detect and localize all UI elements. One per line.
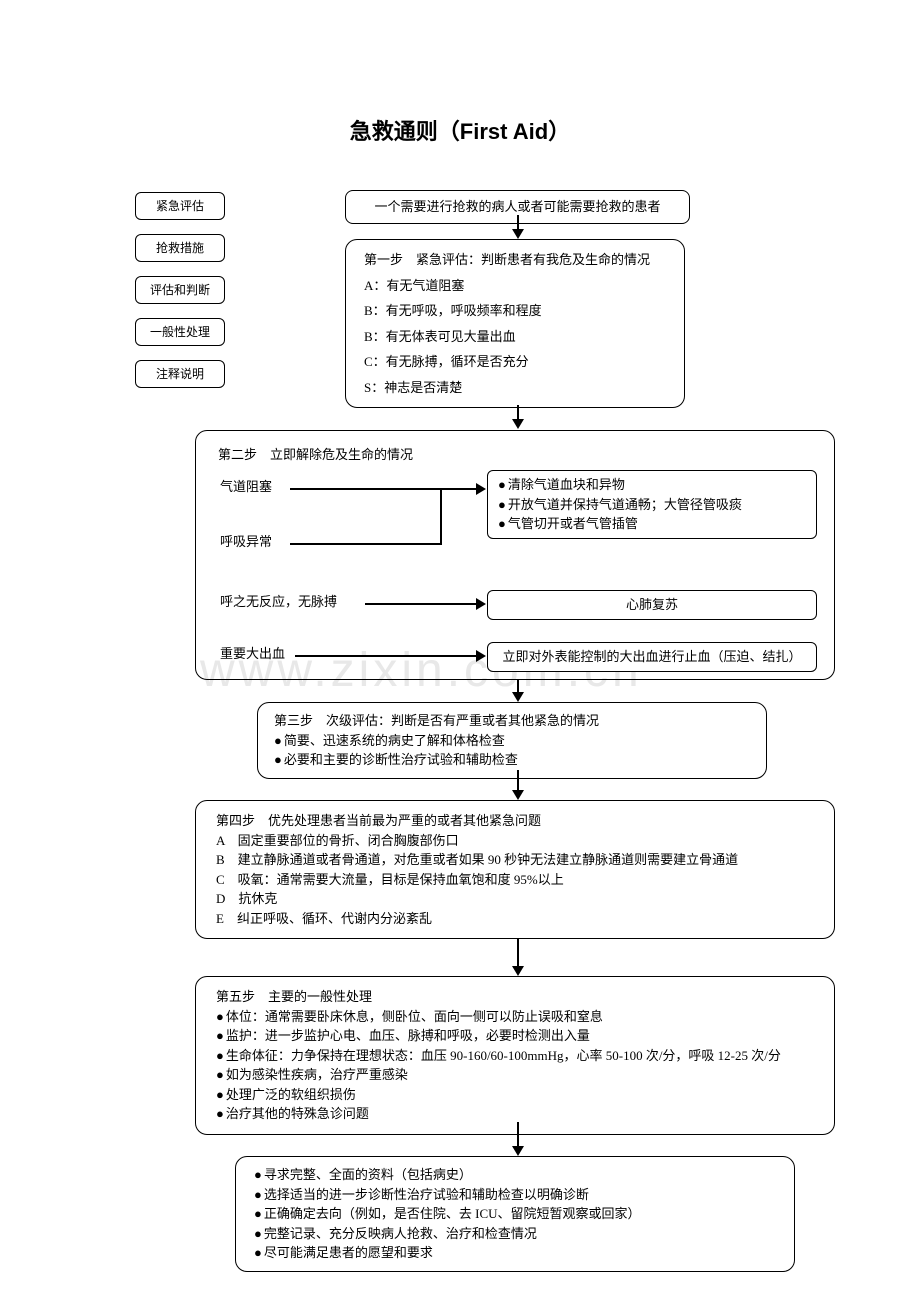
list-item: 开放气道并保持气道通畅；大管径管吸痰 [498, 495, 806, 515]
step1-box: 第一步 紧急评估：判断患者有我危及生命的情况 A：有无气道阻塞 B：有无呼吸，呼… [345, 239, 685, 408]
step1-b1: B：有无呼吸，呼吸频率和程度 [364, 301, 666, 321]
step2-airway-label: 气道阻塞 [220, 477, 272, 497]
step1-b2: B：有无体表可见大量出血 [364, 327, 666, 347]
step4-box: 第四步 优先处理患者当前最为严重的或者其他紧急问题 A 固定重要部位的骨折、闭合… [195, 800, 835, 939]
legend-item-eval-judge: 评估和判断 [135, 276, 225, 304]
legend-item-general: 一般性处理 [135, 318, 225, 346]
final-box: 寻求完整、全面的资料（包括病史） 选择适当的进一步诊断性治疗试验和辅助检查以明确… [235, 1156, 795, 1272]
arrow-head-icon [476, 650, 486, 662]
step1-c: C：有无脉搏，循环是否充分 [364, 352, 666, 372]
arrow-line [517, 938, 519, 968]
list-item: 体位：通常需要卧床休息，侧卧位、面向一侧可以防止误吸和窒息 [216, 1007, 814, 1027]
arrow-line [290, 543, 440, 545]
step5-box: 第五步 主要的一般性处理 体位：通常需要卧床休息，侧卧位、面向一侧可以防止误吸和… [195, 976, 835, 1135]
step4-title: 第四步 优先处理患者当前最为严重的或者其他紧急问题 [216, 811, 814, 831]
legend-item-notes: 注释说明 [135, 360, 225, 388]
step2-pulse-label: 呼之无反应，无脉搏 [220, 592, 337, 612]
list-item: 必要和主要的诊断性治疗试验和辅助检查 [274, 750, 750, 770]
step2-cpr-box: 心肺复苏 [487, 590, 817, 620]
step1-s: S：神志是否清楚 [364, 378, 666, 398]
list-item: 监护：进一步监护心电、血压、脉搏和呼吸，必要时检测出入量 [216, 1026, 814, 1046]
arrow-line [295, 655, 478, 657]
arrow-line [517, 1122, 519, 1148]
arrow-head-icon [512, 966, 524, 976]
page: 急救通则（First Aid） www.zixin.com.cn 紧急评估 抢救… [0, 0, 920, 1303]
list-item: 治疗其他的特殊急诊问题 [216, 1104, 814, 1124]
legend-item-rescue: 抢救措施 [135, 234, 225, 262]
list-item: 处理广泛的软组织损伤 [216, 1085, 814, 1105]
arrow-line [440, 488, 442, 545]
arrow-line [290, 488, 478, 490]
step1-title: 第一步 紧急评估：判断患者有我危及生命的情况 [364, 250, 666, 270]
list-item: 完整记录、充分反映病人抢救、治疗和检查情况 [254, 1224, 776, 1244]
list-item: 清除气道血块和异物 [498, 475, 806, 495]
step4-a: A 固定重要部位的骨折、闭合胸腹部伤口 [216, 831, 814, 851]
arrow-head-icon [512, 692, 524, 702]
arrow-head-icon [512, 790, 524, 800]
list-item: 正确确定去向（例如，是否住院、去 ICU、留院短暂观察或回家） [254, 1204, 776, 1224]
arrow-head-icon [512, 229, 524, 239]
step5-title: 第五步 主要的一般性处理 [216, 987, 814, 1007]
step4-e: E 纠正呼吸、循环、代谢内分泌紊乱 [216, 909, 814, 929]
step4-c: C 吸氧：通常需要大流量，目标是保持血氧饱和度 95%以上 [216, 870, 814, 890]
list-item: 气管切开或者气管插管 [498, 514, 806, 534]
legend: 紧急评估 抢救措施 评估和判断 一般性处理 注释说明 [135, 192, 225, 388]
step1-a: A：有无气道阻塞 [364, 276, 666, 296]
list-item: 生命体征：力争保持在理想状态：血压 90-160/60-100mmHg，心率 5… [216, 1046, 814, 1066]
arrow-line [517, 770, 519, 792]
step2-airway-actions: 清除气道血块和异物 开放气道并保持气道通畅；大管径管吸痰 气管切开或者气管插管 [487, 470, 817, 539]
list-item: 简要、迅速系统的病史了解和体格检查 [274, 731, 750, 751]
list-item: 如为感染性疾病，治疗严重感染 [216, 1065, 814, 1085]
step4-d: D 抗休克 [216, 889, 814, 909]
legend-item-emergency-assess: 紧急评估 [135, 192, 225, 220]
arrow-head-icon [512, 419, 524, 429]
step3-box: 第三步 次级评估：判断是否有严重或者其他紧急的情况 简要、迅速系统的病史了解和体… [257, 702, 767, 779]
step2-bleed-label: 重要大出血 [220, 644, 285, 664]
list-item: 尽可能满足患者的愿望和要求 [254, 1243, 776, 1263]
step2-title: 第二步 立即解除危及生命的情况 [218, 445, 812, 465]
step4-b: B 建立静脉通道或者骨通道，对危重或者如果 90 秒钟无法建立静脉通道则需要建立… [216, 850, 814, 870]
step3-title: 第三步 次级评估：判断是否有严重或者其他紧急的情况 [274, 711, 750, 731]
page-title: 急救通则（First Aid） [0, 115, 920, 148]
step2-breath-label: 呼吸异常 [220, 532, 272, 552]
arrow-head-icon [476, 483, 486, 495]
arrow-head-icon [476, 598, 486, 610]
list-item: 寻求完整、全面的资料（包括病史） [254, 1165, 776, 1185]
step2-stop-bleed-box: 立即对外表能控制的大出血进行止血（压迫、结扎） [487, 642, 817, 672]
arrow-head-icon [512, 1146, 524, 1156]
list-item: 选择适当的进一步诊断性治疗试验和辅助检查以明确诊断 [254, 1185, 776, 1205]
arrow-line [365, 603, 478, 605]
